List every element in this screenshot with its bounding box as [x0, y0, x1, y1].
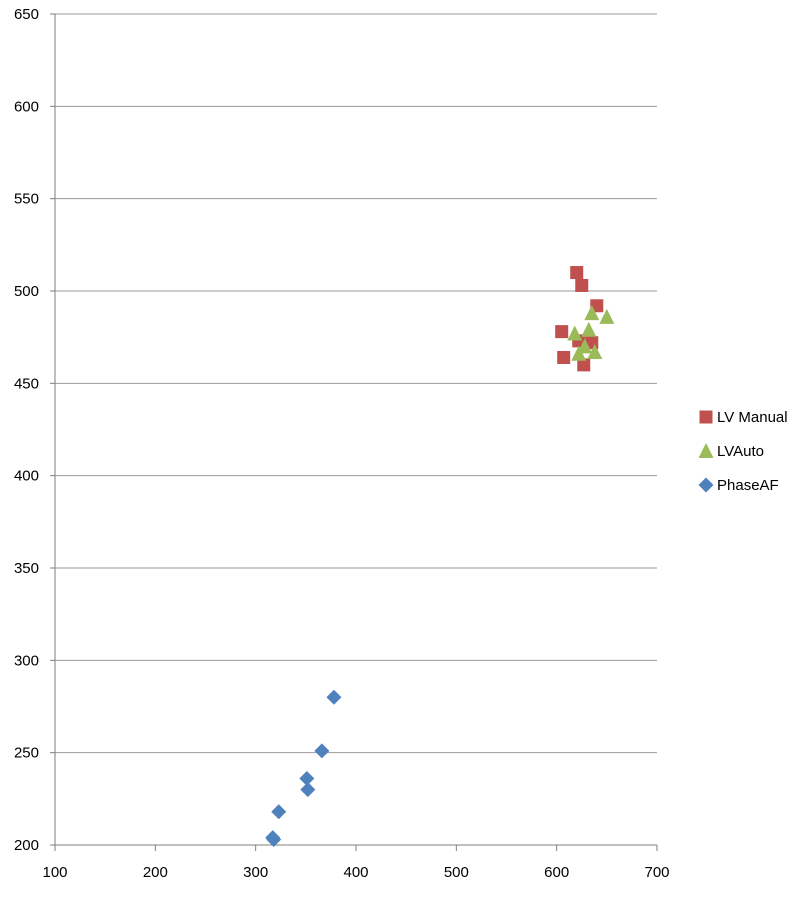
x-tick-label: 100: [42, 864, 67, 881]
data-point: [314, 743, 330, 759]
y-tick-label: 550: [14, 191, 39, 208]
legend-entry: LV Manual: [699, 409, 788, 426]
data-point: [570, 266, 584, 280]
x-tick-label: 300: [243, 864, 268, 881]
data-point: [567, 325, 583, 341]
legend-label: LVAuto: [717, 443, 764, 460]
grid-layer: [55, 13, 657, 846]
data-point: [599, 308, 615, 324]
data-point: [299, 771, 315, 787]
data-point: [575, 278, 589, 292]
legend-label: LV Manual: [717, 409, 788, 426]
legend-entry: PhaseAF: [698, 477, 779, 494]
legend-marker: [698, 477, 714, 493]
data-point: [584, 305, 600, 321]
legend-label: PhaseAF: [717, 477, 779, 494]
x-tick-label: 700: [644, 864, 669, 881]
x-tick-label: 600: [544, 864, 569, 881]
x-tick-label: 200: [143, 864, 168, 881]
legend: LV Manual LVAuto PhaseAF: [698, 409, 788, 494]
y-tick-label: 600: [14, 98, 39, 115]
data-point: [326, 689, 342, 705]
y-tick-label: 450: [14, 375, 39, 392]
data-point: [300, 782, 316, 798]
y-tick-label: 500: [14, 283, 39, 300]
data-point: [266, 831, 282, 847]
y-tick-label: 650: [14, 6, 39, 23]
legend-marker: [698, 443, 714, 458]
data-point: [557, 350, 571, 364]
y-tick-label: 200: [14, 837, 39, 854]
data-point: [581, 321, 597, 337]
legend-entry: LVAuto: [698, 443, 764, 460]
y-tick-label: 350: [14, 560, 39, 577]
legend-marker: [699, 410, 713, 424]
y-tick-label: 300: [14, 652, 39, 669]
data-point: [271, 804, 287, 820]
data-point: [571, 345, 587, 361]
data-point: [555, 325, 569, 339]
y-tick-label: 400: [14, 468, 39, 485]
points-layer: [265, 266, 615, 847]
data-point: [587, 343, 603, 359]
x-tick-label: 500: [444, 864, 469, 881]
series-2: [265, 689, 342, 847]
data-point: [577, 338, 593, 354]
y-tick-label: 250: [14, 745, 39, 762]
series-1: [567, 305, 615, 361]
x-tick-label: 400: [343, 864, 368, 881]
data-point: [577, 358, 591, 372]
